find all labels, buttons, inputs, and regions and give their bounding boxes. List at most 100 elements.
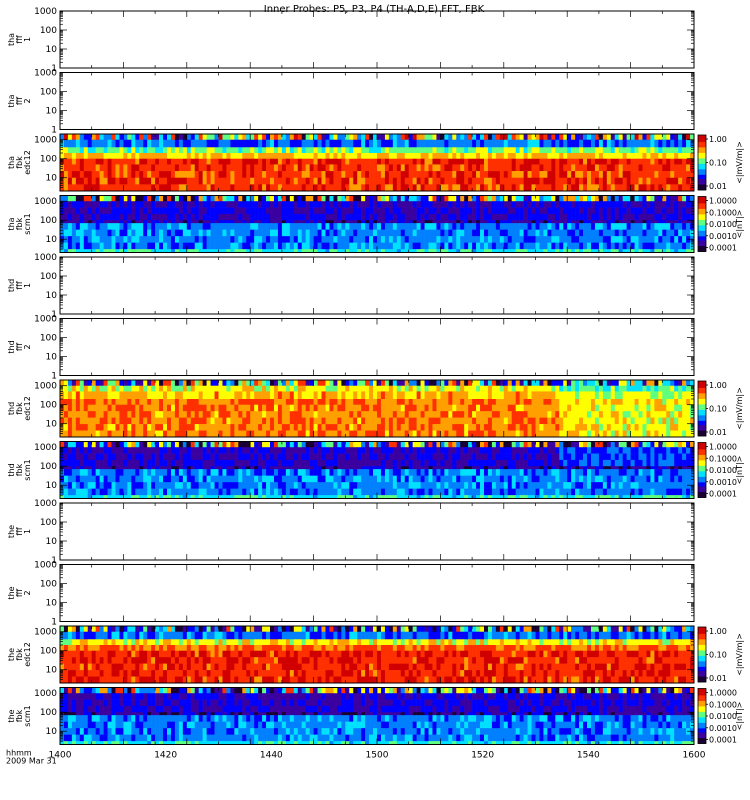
spectrogram-cell	[602, 404, 608, 412]
spectrogram-cell	[646, 139, 651, 148]
spectrogram-cell	[400, 223, 406, 230]
colorbar-swatch	[698, 200, 706, 203]
spectrogram-cell	[646, 242, 651, 250]
spectrogram-cell	[131, 223, 136, 230]
spectrogram-cell	[353, 134, 358, 141]
spectrogram-cell	[281, 177, 287, 185]
spectrogram-cell	[622, 171, 627, 179]
spectrogram-cell	[507, 134, 513, 141]
spectrogram-cell	[575, 153, 580, 160]
spectrogram-cell	[174, 424, 180, 431]
spectrogram-cell	[119, 236, 124, 243]
spectrogram-cell	[361, 399, 366, 406]
spectrogram-cell	[107, 380, 112, 387]
spectrogram-cell	[384, 223, 390, 230]
spectrogram-cell	[123, 158, 128, 165]
spectrogram-cell	[349, 424, 354, 431]
y-tick-label: 100	[40, 155, 57, 165]
spectrogram-cell	[511, 391, 516, 400]
spectrogram-cell	[194, 411, 199, 418]
spectrogram-cell	[182, 411, 188, 418]
spectrogram-cell	[361, 207, 366, 215]
spectrogram-cell	[345, 147, 350, 154]
spectrogram-cell	[190, 417, 196, 425]
spectrogram-cell	[198, 220, 203, 224]
spectrogram-cell	[266, 411, 271, 418]
spectrogram-cell	[634, 153, 639, 160]
spectrogram-cell	[432, 417, 437, 425]
spectrogram-cell	[166, 213, 172, 221]
spectrogram-cell	[218, 201, 223, 208]
spectrogram-cell	[198, 153, 203, 160]
spectrogram-cell	[614, 229, 620, 237]
spectrogram-cell	[380, 213, 386, 221]
spectrogram-cell	[610, 236, 616, 243]
spectrogram-cell	[686, 147, 691, 154]
spectrogram-cell	[285, 223, 291, 230]
spectrogram-cell	[682, 404, 687, 412]
spectrogram-cell	[436, 385, 441, 392]
spectrogram-cell	[400, 404, 406, 412]
spectrogram-cell	[246, 158, 251, 165]
spectrogram-cell	[646, 153, 651, 160]
spectrogram-cell	[658, 380, 663, 387]
spectrogram-cell	[182, 385, 188, 392]
spectrogram-cell	[523, 164, 528, 172]
spectrogram-cell	[273, 139, 279, 148]
spectrogram-cell	[487, 171, 493, 179]
spectrogram-cell	[321, 134, 326, 141]
spectrogram-cell	[273, 399, 279, 406]
spectrogram-cell	[539, 158, 544, 165]
spectrogram-cell	[674, 158, 679, 165]
spectrogram-cell	[412, 147, 417, 154]
spectrogram-cell	[250, 171, 255, 179]
spectrogram-cell	[143, 385, 148, 392]
spectrogram-cell	[111, 380, 116, 387]
spectrogram-cell	[281, 399, 287, 406]
spectrogram-cell	[460, 229, 465, 237]
spectrogram-cell	[313, 177, 318, 185]
spectrogram-cell	[567, 184, 572, 192]
spectrogram-cell	[155, 220, 160, 224]
spectrogram-cell	[404, 207, 409, 215]
spectrogram-cell	[301, 417, 306, 425]
spectrogram-cell	[230, 391, 235, 400]
spectrogram-cell	[277, 249, 283, 253]
spectrogram-cell	[329, 195, 334, 202]
spectrogram-cell	[214, 417, 219, 425]
spectrogram-cell	[178, 223, 184, 230]
spectrogram-cell	[460, 164, 465, 172]
spectrogram-cell	[103, 158, 108, 165]
spectrogram-cell	[432, 399, 437, 406]
spectrogram-cell	[202, 380, 207, 387]
spectrogram-cell	[444, 223, 449, 230]
spectrogram-cell	[614, 147, 620, 154]
spectrogram-cell	[230, 404, 235, 412]
spectrogram-cell	[190, 249, 196, 253]
spectrogram-cell	[277, 139, 283, 148]
spectrogram-cell	[559, 380, 564, 387]
spectrogram-cell	[424, 207, 429, 215]
spectrogram-cell	[71, 424, 77, 431]
colorbar-tick-label: 1.0000	[709, 197, 737, 206]
spectrogram-cell	[178, 158, 184, 165]
spectrogram-cell	[412, 411, 417, 418]
spectrogram-cell	[190, 171, 196, 179]
spectrogram-cell	[472, 158, 477, 165]
spectrogram-cell	[297, 139, 303, 148]
spectrogram-cell	[452, 417, 457, 425]
spectrogram-cell	[281, 411, 287, 418]
spectrogram-cell	[563, 158, 568, 165]
spectrogram-cell	[226, 424, 231, 431]
spectrogram-cell	[297, 385, 303, 392]
spectrogram-cell	[83, 391, 89, 400]
spectrogram-cell	[547, 404, 552, 412]
spectrogram-cell	[658, 147, 663, 154]
spectrogram-cell	[143, 411, 148, 418]
spectrogram-cell	[250, 249, 255, 253]
spectrogram-cell	[238, 139, 243, 148]
spectrogram-cell	[567, 164, 572, 172]
spectrogram-cell	[547, 201, 552, 208]
spectrogram-cell	[630, 164, 635, 172]
